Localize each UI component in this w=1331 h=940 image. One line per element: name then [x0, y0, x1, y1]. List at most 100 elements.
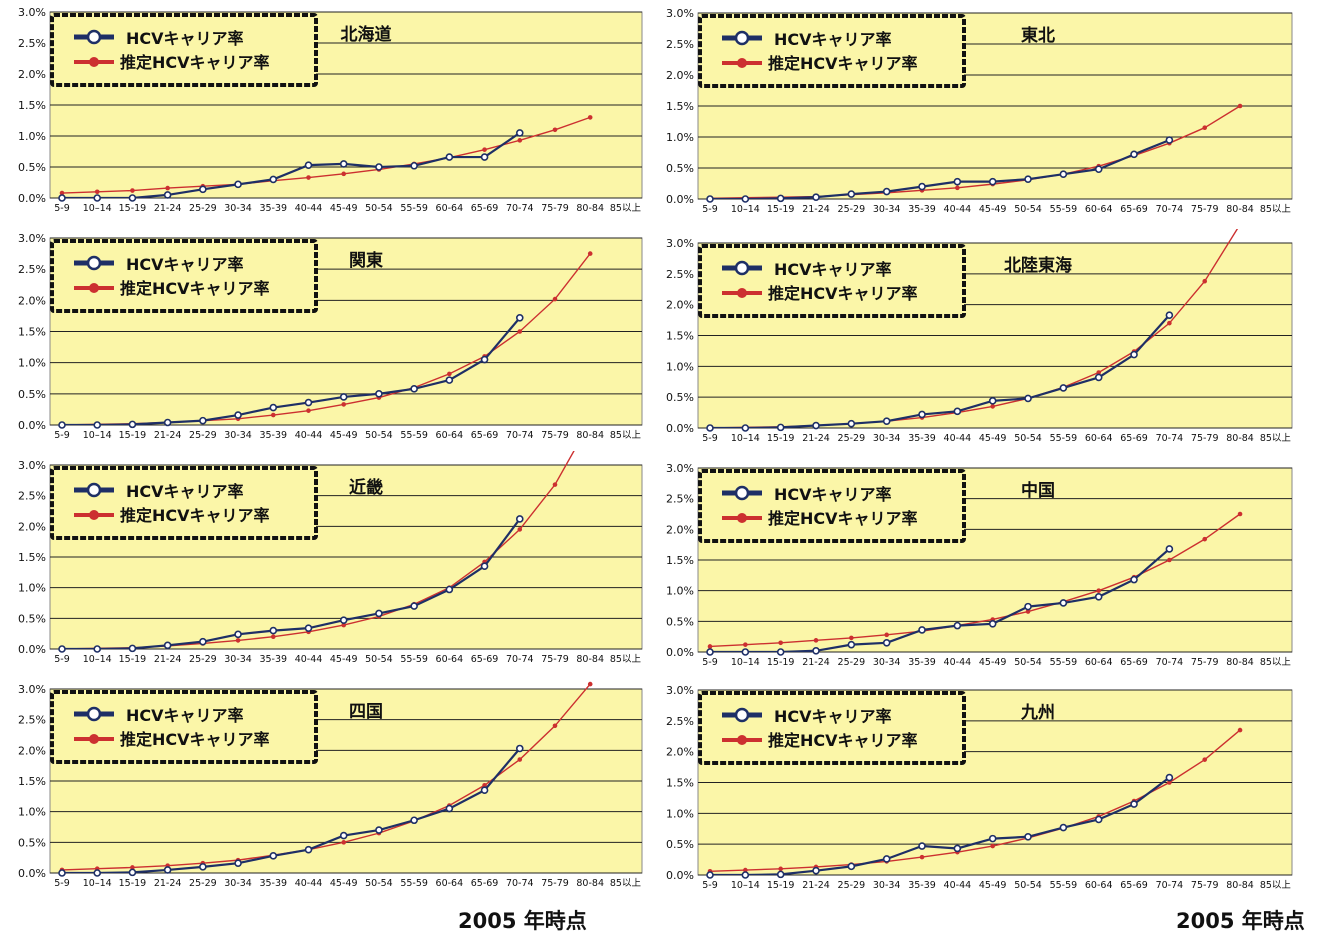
x-tick-label: 5-9 — [702, 433, 718, 444]
observed-point — [1165, 311, 1174, 319]
x-tick-label: 10–14 — [83, 430, 112, 441]
x-tick-label: 21-24 — [802, 433, 830, 444]
chart-panel-7: 0.0% 0.5% 1.0% 1.5% 2.0% 2.5% 3.0% 5-9 10–14 15-1… — [666, 684, 1293, 891]
legend-estimated-marker — [89, 510, 99, 520]
x-tick-label: 25-29 — [838, 433, 866, 444]
chart-title: 九州 — [1020, 703, 1055, 723]
estimated-series-line — [709, 513, 1241, 648]
observed-point — [410, 816, 418, 825]
x-tick-label: 70-74 — [1156, 204, 1184, 215]
x-tick-label: 25-29 — [189, 203, 217, 214]
y-tick-label: 0.0% — [18, 867, 46, 880]
legend-estimated-marker — [737, 58, 747, 68]
legend-box — [698, 244, 966, 318]
observed-point — [58, 421, 66, 429]
y-tick-label: 1.0% — [666, 585, 694, 598]
y-tick-label: 2.0% — [18, 744, 46, 757]
y-tick-label: 1.0% — [18, 582, 46, 595]
legend-observed-marker — [86, 482, 102, 498]
observed-point — [445, 376, 454, 384]
legend-estimated-label: 推定HCVキャリア率 — [120, 730, 270, 749]
observed-series-line — [62, 747, 521, 873]
observed-point — [741, 195, 750, 203]
legend-box — [698, 469, 966, 543]
x-tick-label: 65-69 — [471, 654, 499, 665]
estimated-point — [990, 404, 995, 409]
y-tick-label: 1.0% — [18, 130, 46, 143]
estimated-point — [517, 329, 523, 334]
x-tick-label: 30-34 — [873, 204, 901, 215]
estimated-point — [919, 854, 925, 860]
x-tick-label: 45-49 — [979, 657, 1007, 668]
observed-point — [304, 845, 313, 854]
observed-point — [269, 175, 278, 184]
x-tick-label: 10–14 — [83, 203, 112, 214]
legend-box — [698, 691, 966, 765]
x-tick-label: 85以上 — [1260, 433, 1292, 444]
observed-point — [304, 161, 313, 169]
x-tick-label: 25-29 — [189, 878, 217, 889]
estimated-point — [587, 115, 593, 120]
x-tick-label: 35-39 — [908, 204, 936, 215]
x-tick-label: 15-19 — [767, 204, 795, 215]
x-tick-label: 70-74 — [1156, 433, 1184, 444]
x-tick-label: 60-64 — [436, 430, 464, 441]
estimated-point — [1096, 588, 1102, 593]
chart-panel-3: 0.0% 0.5% 1.0% 1.5% 2.0% 2.5% 3.0% 5-9 10–14 15-1… — [666, 229, 1293, 444]
y-tick-label: 2.0% — [666, 69, 694, 82]
legend-observed-marker — [86, 255, 102, 271]
observed-point — [410, 602, 418, 610]
x-tick-label: 40-44 — [295, 654, 323, 665]
estimated-point — [341, 840, 347, 845]
observed-point — [1094, 592, 1103, 601]
observed-point — [741, 871, 750, 879]
estimated-point — [341, 171, 347, 177]
observed-point — [918, 182, 926, 191]
x-tick-label: 85以上 — [610, 878, 642, 889]
x-tick-label: 85以上 — [610, 654, 642, 665]
observed-point — [163, 641, 172, 650]
observed-point — [128, 868, 137, 877]
estimated-point — [707, 644, 713, 649]
observed-point — [918, 842, 926, 850]
y-tick-label: 0.5% — [666, 162, 694, 175]
observed-point — [706, 424, 714, 432]
x-tick-label: 65-69 — [1120, 204, 1148, 215]
observed-point — [812, 193, 820, 201]
y-tick-label: 2.5% — [666, 268, 694, 281]
x-tick-label: 25-29 — [838, 657, 866, 668]
observed-point — [339, 616, 348, 624]
estimated-point — [482, 147, 487, 152]
x-tick-label: 35-39 — [259, 654, 287, 665]
x-tick-label: 80-84 — [1226, 204, 1254, 215]
observed-point — [1130, 575, 1138, 584]
x-tick-label: 80-84 — [1226, 433, 1254, 444]
observed-point — [234, 411, 242, 419]
observed-series-line — [62, 518, 521, 649]
x-tick-label: 50-54 — [365, 430, 393, 441]
y-tick-label: 1.0% — [666, 807, 694, 820]
y-tick-label: 2.5% — [18, 490, 46, 503]
x-tick-label: 45-49 — [330, 203, 358, 214]
observed-point — [375, 609, 383, 618]
x-tick-label: 45-49 — [330, 430, 358, 441]
observed-point — [269, 626, 278, 635]
estimated-point — [517, 527, 523, 532]
x-tick-label: 65-69 — [1120, 433, 1148, 444]
x-tick-label: 85以上 — [610, 430, 642, 441]
observed-point — [882, 187, 891, 196]
observed-point — [1024, 832, 1032, 841]
estimated-point — [270, 634, 276, 640]
x-tick-label: 50-54 — [365, 654, 393, 665]
estimated-point — [587, 681, 593, 687]
observed-point — [988, 619, 997, 628]
observed-point — [234, 180, 242, 189]
estimated-point — [1096, 370, 1102, 375]
estimated-point — [165, 185, 170, 191]
observed-point — [1165, 136, 1174, 144]
observed-point — [58, 869, 66, 877]
estimated-point — [130, 188, 135, 193]
y-tick-label: 1.5% — [666, 777, 694, 790]
